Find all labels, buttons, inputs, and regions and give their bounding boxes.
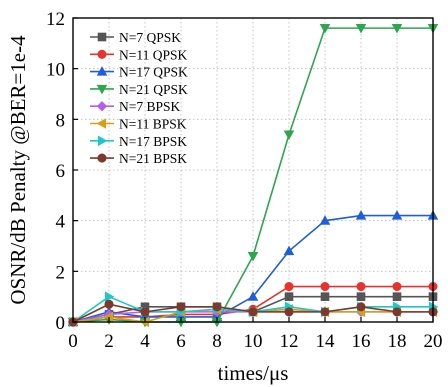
data-point [283,130,295,140]
legend-label: N=7 QPSK [119,30,181,45]
data-point [248,307,258,317]
legend-label: N=11 QPSK [119,47,188,62]
legend-item: N=7 BPSK [90,99,181,114]
data-point [320,281,330,292]
legend-marker [96,66,108,76]
legend-label: N=17 QPSK [119,65,188,80]
data-point [212,302,222,312]
legend-label: N=7 BPSK [119,99,181,114]
x-axis-title: times/μs [218,361,289,385]
data-point [284,307,294,317]
legend-item: N=7 QPSK [90,30,181,45]
data-point [104,291,115,302]
data-point [356,292,366,301]
legend-marker [97,49,107,59]
plot-series [67,24,439,328]
x-tick-label: 20 [424,331,443,352]
x-tick-label: 0 [68,331,78,352]
data-point [283,245,295,256]
x-tick-label: 12 [280,331,299,352]
x-tick-label: 18 [388,331,407,352]
legend-label: N=21 BPSK [119,151,187,166]
legend: N=7 QPSK N=11 QPSK N=17 QPSK N=21 QPSK N=7 B… [90,30,188,166]
data-point [392,307,402,317]
legend-marker [97,135,108,147]
data-point [247,291,259,301]
data-point [320,292,330,301]
x-tick-label: 10 [244,331,263,352]
data-point [284,292,294,301]
data-point [319,24,331,34]
y-tick-label: 10 [46,60,65,81]
legend-label: N=17 BPSK [119,134,187,149]
x-tick-label: 14 [316,331,336,352]
data-point [356,281,366,292]
legend-marker [96,84,108,95]
series-4 [67,24,439,328]
data-point [391,210,403,220]
data-point [391,24,403,34]
y-tick-label: 8 [56,110,66,131]
data-point [319,215,331,225]
legend-item: N=17 BPSK [90,134,187,149]
data-point [355,24,367,34]
data-point [356,302,366,312]
y-tick-label: 4 [56,212,66,233]
data-point [355,210,367,220]
legend-item: N=21 BPSK [90,151,187,166]
y-axis-title: OSNR/dB Penalty @BER=1e-4 [6,35,30,305]
data-point [320,307,330,317]
y-tick-label: 0 [56,313,66,334]
legend-marker [97,153,107,163]
grid-lines [73,18,433,322]
legend-label: N=21 QPSK [119,82,188,97]
x-tick-label: 2 [104,331,114,352]
data-point [284,281,294,292]
data-point [104,299,114,309]
legend-marker [96,118,107,129]
x-tick-label: 16 [352,331,371,352]
legend-item: N=17 QPSK [90,65,188,80]
x-tick-label: 6 [176,331,186,352]
y-tick-label: 6 [56,161,66,182]
y-tick-label: 12 [46,9,65,30]
data-point [392,292,402,301]
data-point [392,281,402,292]
data-point [176,302,186,312]
legend-item: N=11 QPSK [90,47,188,62]
legend-marker [96,101,108,112]
legend-item: N=11 BPSK [90,117,187,132]
legend-item: N=21 QPSK [90,82,188,97]
legend-label: N=11 BPSK [119,117,187,132]
data-point [140,307,150,317]
legend-marker [97,32,107,42]
data-point [247,252,259,262]
y-tick-label: 2 [56,262,66,283]
x-tick-label: 4 [140,331,150,352]
x-tick-label: 8 [212,331,222,352]
axis-ticks: 0 2 4 6 8 10 12 14 16 18 20 0 2 4 6 8 10 12 [46,9,443,352]
